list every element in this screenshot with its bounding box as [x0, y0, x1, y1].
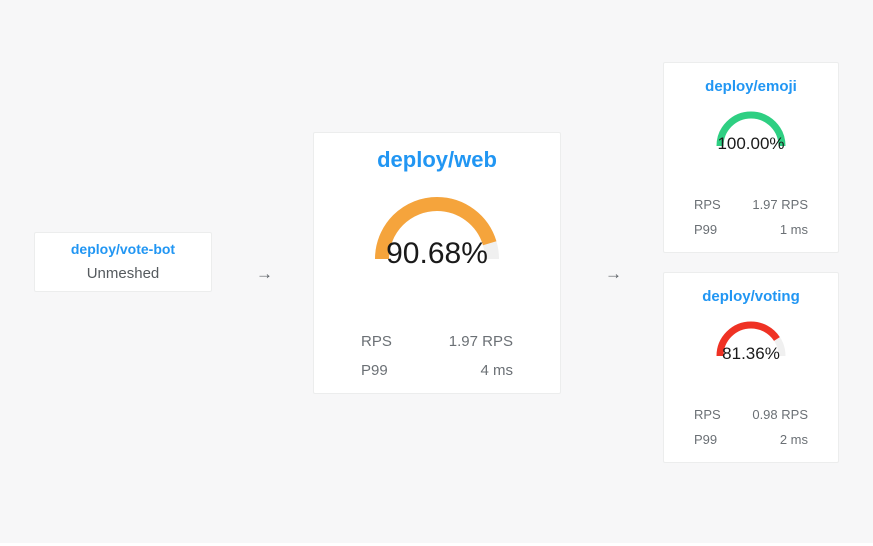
arrow-right-icon: → — [256, 264, 273, 283]
gauge-percent-voting: 81.36% — [722, 344, 780, 363]
gauge-value-path — [716, 111, 786, 147]
metric-label: RPS — [361, 333, 392, 350]
node-card-web[interactable]: deploy/web 90.68% RPS 1.97 RPS P99 4 ms — [313, 132, 561, 394]
node-card-emoji[interactable]: deploy/emoji 100.00% RPS 1.97 RPS P99 1 … — [663, 62, 839, 253]
metrics-list-emoji: RPS 1.97 RPS P99 1 ms — [664, 192, 838, 242]
node-status-vote-bot: Unmeshed — [86, 265, 160, 283]
arrow-right-icon: → — [605, 264, 622, 283]
gauge-arc-svg — [375, 197, 499, 260]
node-title-emoji: deploy/emoji — [705, 78, 797, 95]
node-card-vote-bot[interactable]: deploy/vote-bot Unmeshed — [34, 232, 212, 292]
metric-row: RPS 0.98 RPS — [694, 402, 808, 427]
node-card-voting[interactable]: deploy/voting 81.36% RPS 0.98 RPS P99 2 … — [663, 272, 839, 463]
metric-value: 1 ms — [779, 222, 808, 237]
metrics-list-voting: RPS 0.98 RPS P99 2 ms — [664, 402, 838, 452]
page-bottom-strip — [0, 543, 873, 546]
metric-label: P99 — [694, 222, 718, 237]
metric-value: 1.97 RPS — [448, 333, 513, 350]
metric-row: P99 4 ms — [361, 356, 513, 385]
metric-label: RPS — [694, 197, 721, 212]
gauge-voting: 81.36% — [664, 318, 838, 363]
metric-label: P99 — [361, 362, 388, 379]
metrics-list-web: RPS 1.97 RPS P99 4 ms — [314, 327, 560, 385]
metric-value: 0.98 RPS — [752, 407, 808, 422]
gauge-value-path — [375, 197, 499, 260]
metric-value: 4 ms — [480, 362, 513, 379]
metric-value: 2 ms — [779, 432, 808, 447]
node-title-voting: deploy/voting — [702, 288, 800, 305]
node-title-web: deploy/web — [377, 147, 497, 172]
metric-row: RPS 1.97 RPS — [694, 192, 808, 217]
gauge-percent-emoji: 100.00% — [717, 134, 785, 153]
metric-label: RPS — [694, 407, 721, 422]
gauge-value-path — [716, 321, 786, 357]
metric-label: P99 — [694, 432, 718, 447]
node-title-vote-bot: deploy/vote-bot — [70, 240, 176, 257]
gauge-arc-svg — [716, 321, 786, 357]
gauge-arc-svg — [716, 111, 786, 147]
metric-row: P99 1 ms — [694, 217, 808, 242]
gauge-emoji: 100.00% — [664, 108, 838, 153]
metric-value: 1.97 RPS — [752, 197, 808, 212]
metric-row: RPS 1.97 RPS — [361, 327, 513, 356]
metric-row: P99 2 ms — [694, 427, 808, 452]
gauge-web: 90.68% — [314, 191, 560, 270]
gauge-percent-web: 90.68% — [386, 237, 488, 271]
